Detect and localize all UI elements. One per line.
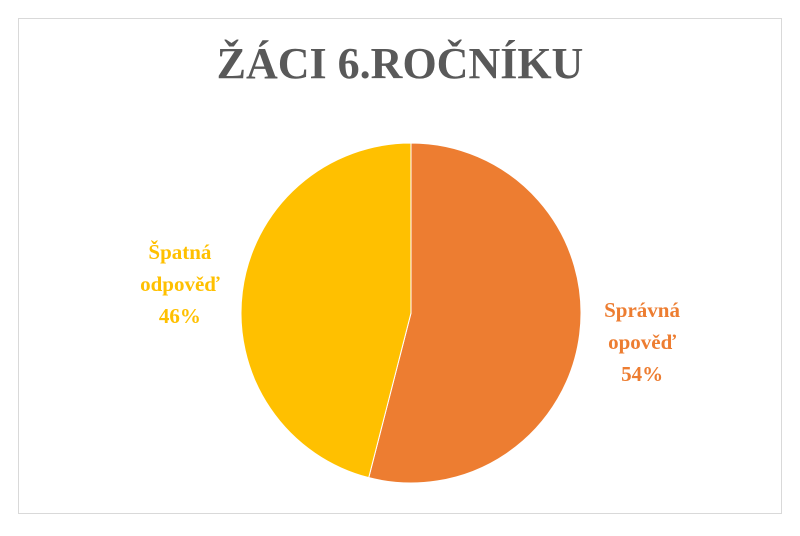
slice-label: Špatná odpověď 46% (125, 236, 235, 332)
chart-frame (18, 18, 782, 514)
category-label: Špatná odpověď (140, 239, 220, 296)
category-label: Správná opověď (604, 298, 680, 355)
value-label: 46% (158, 303, 201, 328)
slice-label: Správná opověď 54% (587, 294, 697, 390)
value-label: 54% (621, 362, 664, 387)
chart-title: ŽÁCI 6.ROČNÍKU (216, 39, 584, 88)
pie-slice (240, 142, 412, 479)
pie-slice (368, 142, 582, 484)
